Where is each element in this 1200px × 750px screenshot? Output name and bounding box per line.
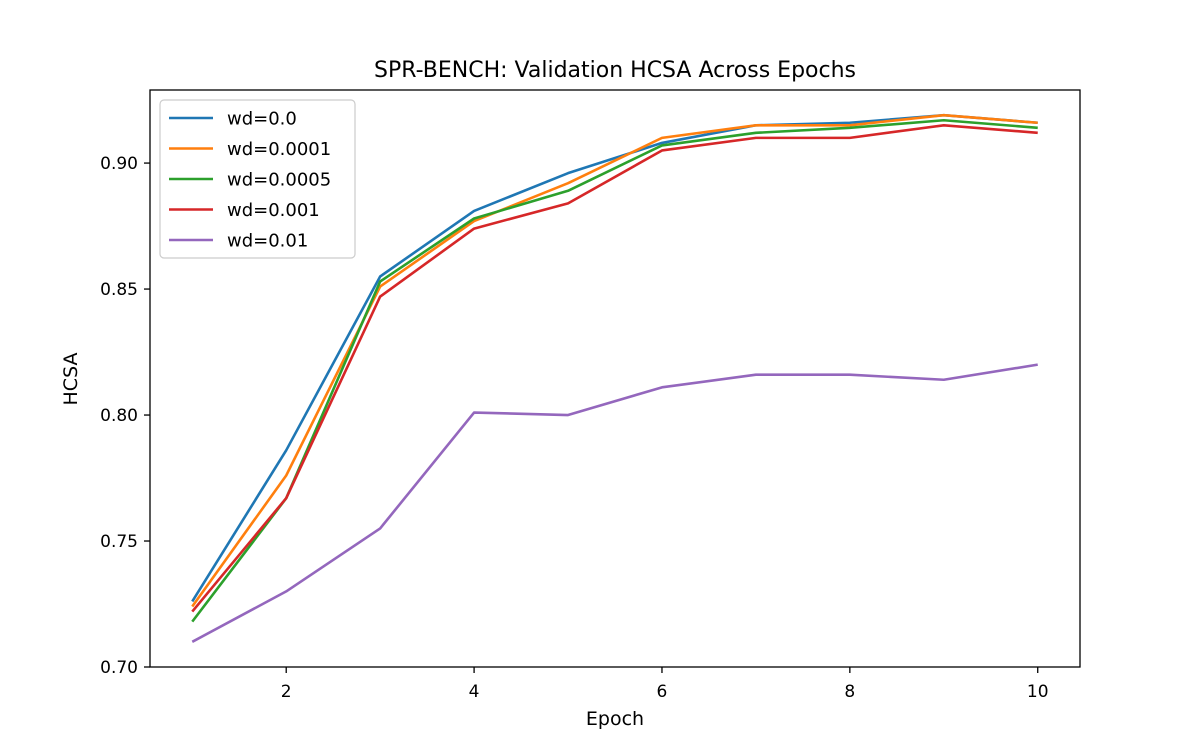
y-tick-label: 0.85 — [100, 280, 138, 300]
plot-area — [191, 113, 1038, 643]
x-tick-label: 6 — [657, 682, 668, 702]
series-line-2 — [191, 118, 1038, 623]
legend-label-2: wd=0.0005 — [227, 170, 331, 191]
series-line-4 — [191, 363, 1038, 643]
x-axis-label: Epoch — [586, 708, 644, 730]
x-tick-label: 10 — [1027, 682, 1049, 702]
x-tick-label: 4 — [469, 682, 480, 702]
legend-label-4: wd=0.01 — [227, 231, 308, 252]
y-tick-label: 0.90 — [100, 154, 138, 174]
y-tick-label: 0.70 — [100, 658, 138, 678]
x-tick-label: 2 — [281, 682, 292, 702]
legend: wd=0.0 wd=0.0001 wd=0.0005 wd=0.001 wd=0.01 — [159, 99, 356, 259]
legend-box — [159, 99, 356, 259]
x-tick-label: 8 — [844, 682, 855, 702]
y-tick-label: 0.75 — [100, 532, 138, 552]
axes-frame — [149, 89, 1081, 668]
series-line-3 — [191, 123, 1038, 613]
x-axis: 2 4 6 8 10 — [281, 667, 1049, 702]
legend-label-3: wd=0.001 — [227, 200, 320, 221]
y-tick-label: 0.80 — [100, 406, 138, 426]
series-line-1 — [191, 113, 1038, 608]
legend-label-0: wd=0.0 — [227, 109, 297, 130]
y-axis: 0.70 0.75 0.80 0.85 0.90 — [100, 154, 150, 678]
legend-label-1: wd=0.0001 — [227, 139, 331, 160]
chart-title: SPR-BENCH: Validation HCSA Across Epochs — [374, 58, 856, 83]
y-axis-label: HCSA — [60, 353, 82, 406]
